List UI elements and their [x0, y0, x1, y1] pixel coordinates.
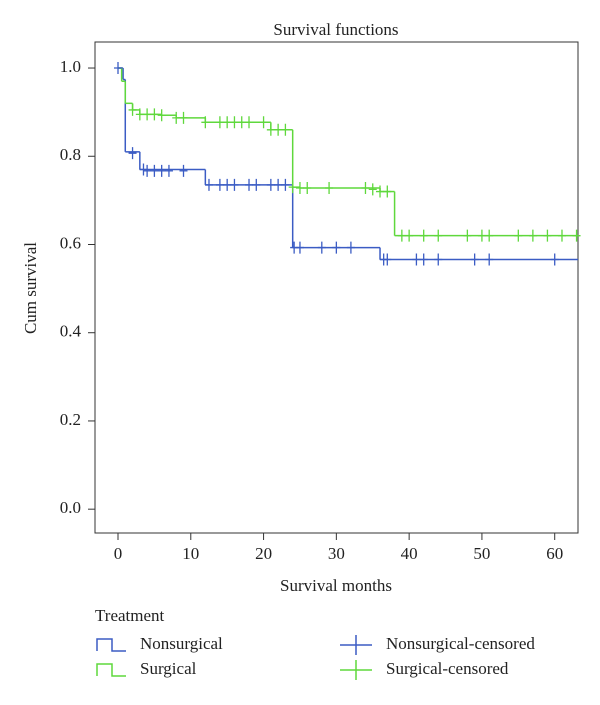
- censor-mark: [332, 241, 341, 254]
- censor-mark: [135, 108, 144, 121]
- censor-mark: [245, 116, 254, 129]
- censor-mark: [325, 182, 334, 195]
- censor-mark: [164, 164, 173, 177]
- x-tick-label: 30: [328, 544, 345, 563]
- censor-mark: [237, 116, 246, 129]
- y-tick-label: 0.2: [60, 410, 81, 429]
- censor-mark: [128, 147, 137, 160]
- x-tick-label: 60: [546, 544, 563, 563]
- censor-mark: [230, 178, 239, 191]
- y-tick-label: 0.6: [60, 233, 81, 252]
- censor-mark: [143, 108, 152, 121]
- x-tick-label: 40: [401, 544, 418, 563]
- censor-mark: [419, 253, 428, 266]
- censor-mark: [266, 123, 275, 136]
- censor-mark: [223, 116, 232, 129]
- x-tick-label: 20: [255, 544, 272, 563]
- legend-label: Nonsurgical-censored: [386, 634, 535, 653]
- censor-mark: [543, 229, 552, 242]
- censor-mark: [557, 229, 566, 242]
- censor-mark: [172, 111, 181, 124]
- censor-mark: [397, 229, 406, 242]
- censor-mark: [215, 178, 224, 191]
- legend-swatch: [340, 660, 372, 680]
- censor-mark: [434, 253, 443, 266]
- censor-mark: [383, 253, 392, 266]
- censor-mark: [485, 253, 494, 266]
- x-axis-label: Survival months: [280, 576, 392, 595]
- censor-mark: [259, 116, 268, 129]
- censor-mark: [434, 229, 443, 242]
- legend-label: Surgical: [140, 659, 197, 678]
- censor-mark: [550, 253, 559, 266]
- censor-mark: [281, 178, 290, 191]
- censor-mark: [252, 178, 261, 191]
- censor-mark: [201, 116, 210, 129]
- censor-mark: [150, 164, 159, 177]
- censor-mark: [281, 123, 290, 136]
- censor-mark: [157, 164, 166, 177]
- censor-mark: [368, 183, 377, 196]
- censor-mark: [139, 163, 148, 176]
- censor-mark: [274, 123, 283, 136]
- x-tick-label: 50: [473, 544, 490, 563]
- censor-mark: [383, 185, 392, 198]
- legend-swatch: [96, 638, 126, 652]
- censor-mark: [245, 178, 254, 191]
- y-tick-label: 1.0: [60, 57, 81, 76]
- x-tick-label: 0: [114, 544, 123, 563]
- censor-mark: [157, 109, 166, 122]
- censor-mark: [143, 164, 152, 177]
- censor-mark: [361, 182, 370, 195]
- legend-label: Surgical-censored: [386, 659, 509, 678]
- censor-mark: [303, 182, 312, 195]
- y-tick-label: 0.0: [60, 498, 81, 517]
- censor-mark: [419, 229, 428, 242]
- censor-mark: [485, 229, 494, 242]
- censor-mark: [376, 185, 385, 198]
- chart-title: Survival functions: [273, 20, 398, 39]
- censor-mark: [514, 229, 523, 242]
- censor-mark: [295, 241, 304, 254]
- censor-mark: [470, 253, 479, 266]
- censor-mark: [477, 229, 486, 242]
- censor-mark: [412, 253, 421, 266]
- censor-mark: [463, 229, 472, 242]
- censor-mark: [295, 182, 304, 195]
- censor-mark: [204, 178, 213, 191]
- y-axis-label: Cum survival: [21, 242, 40, 334]
- censor-mark: [230, 116, 239, 129]
- censor-mark: [288, 181, 297, 194]
- y-tick-label: 0.8: [60, 145, 81, 164]
- censor-mark: [274, 178, 283, 191]
- censor-mark: [179, 111, 188, 124]
- censor-mark: [346, 241, 355, 254]
- censor-mark: [223, 178, 232, 191]
- legend-swatch: [340, 635, 372, 655]
- censor-mark: [150, 108, 159, 121]
- legend-title: Treatment: [95, 606, 165, 625]
- censor-mark: [572, 229, 581, 242]
- censor-mark: [266, 178, 275, 191]
- censor-mark: [215, 116, 224, 129]
- censor-mark: [528, 229, 537, 242]
- censor-mark: [405, 229, 414, 242]
- censor-mark: [128, 103, 137, 116]
- censor-mark: [179, 164, 188, 177]
- censor-mark: [114, 62, 122, 75]
- y-tick-label: 0.4: [60, 322, 82, 341]
- censor-mark: [317, 241, 326, 254]
- legend-swatch: [96, 663, 126, 677]
- legend-label: Nonsurgical: [140, 634, 223, 653]
- x-tick-label: 10: [182, 544, 199, 563]
